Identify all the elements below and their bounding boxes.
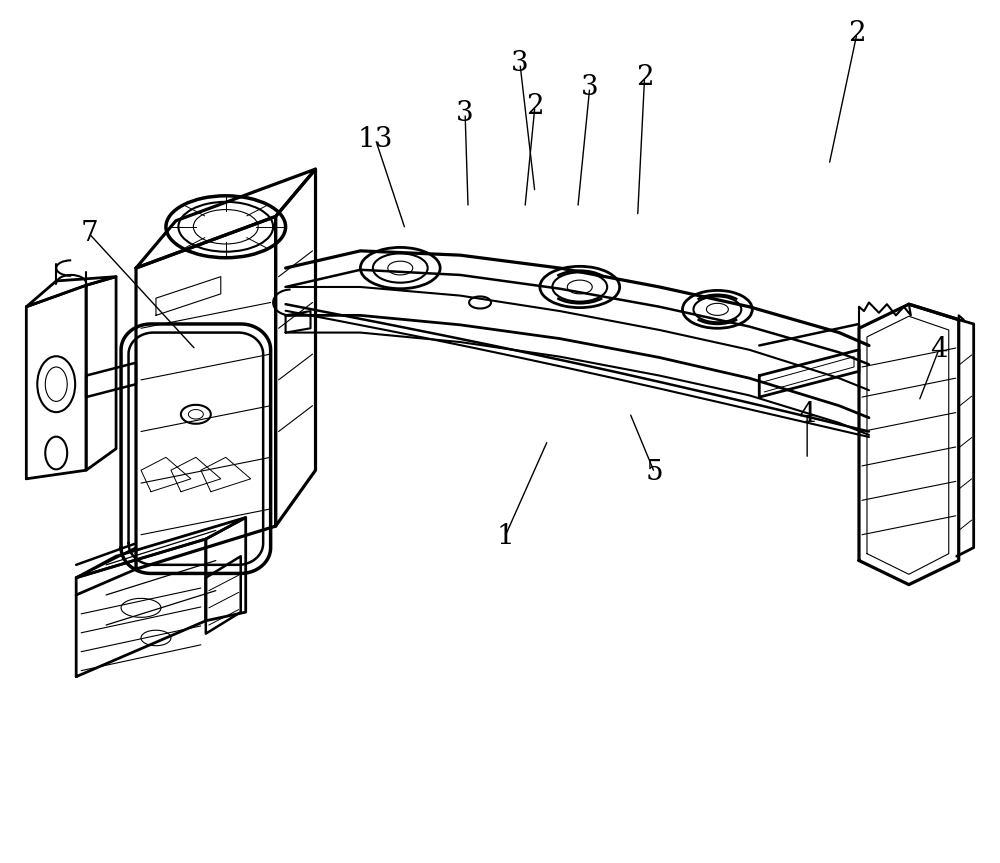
Text: 13: 13 — [358, 125, 393, 153]
Text: 7: 7 — [80, 220, 98, 247]
Text: 2: 2 — [848, 20, 866, 47]
Text: 3: 3 — [456, 100, 474, 127]
Text: 5: 5 — [646, 459, 663, 486]
Text: 3: 3 — [511, 50, 529, 77]
Text: 2: 2 — [636, 64, 653, 91]
Text: 3: 3 — [581, 74, 599, 101]
Text: 2: 2 — [526, 93, 544, 120]
Text: 4: 4 — [798, 400, 816, 428]
Text: 4: 4 — [930, 337, 948, 363]
Text: 1: 1 — [496, 523, 514, 550]
